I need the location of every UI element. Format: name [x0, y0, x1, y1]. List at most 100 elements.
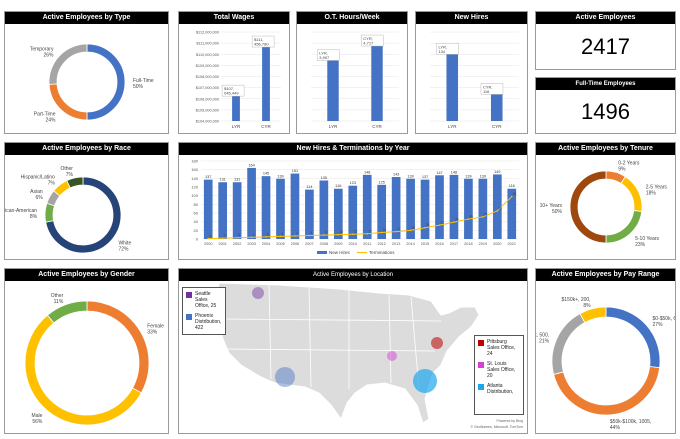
- line-point: [323, 234, 325, 236]
- slice-label-line: White: [118, 240, 131, 246]
- donut-slice: [24, 314, 142, 426]
- slice-label: Hispanic/Latino 7%: [21, 175, 56, 187]
- line-point: [467, 218, 470, 220]
- stlouis-bubble: [387, 351, 397, 361]
- line-point: [337, 233, 340, 236]
- bar: [262, 38, 270, 121]
- panel-title: New Hires & Terminations by Year: [179, 143, 527, 155]
- x-tick-label: 2002: [233, 242, 241, 246]
- panel-employees-by-type: Active Employees by Type Full-Time 50% Par…: [4, 11, 169, 134]
- line-point: [294, 235, 296, 237]
- legend-label: Seattle Sales Office, 25: [195, 291, 217, 309]
- x-tick-label: 2004: [262, 242, 270, 246]
- data-label-line: 4,717: [363, 41, 374, 46]
- x-tick-label: 2021: [508, 242, 516, 246]
- data-label: CYR, 116: [483, 84, 493, 94]
- seattle-bubble: [252, 287, 264, 299]
- tenure-donut-chart: 0-2 Years 9% 2-5 Years 18% 5-10 Years 23% 10+ …: [540, 161, 668, 248]
- slice-label-line: 72%: [118, 246, 129, 252]
- line-data-label: 15: [383, 228, 387, 232]
- bar: [490, 85, 503, 121]
- panel-fulltime-employees: Full-Time Employees 1496: [535, 77, 676, 134]
- slice-label: African-American 8%: [4, 208, 38, 220]
- payrange-donut-chart: $0-$50k, 611, 27% $50k-$100k, 1005, 44% $100…: [536, 297, 676, 431]
- donut-slice: [86, 300, 150, 394]
- data-label: 139: [465, 174, 471, 178]
- data-label: 139: [480, 174, 486, 178]
- slice-label-line: $150k+, 200,: [562, 297, 591, 303]
- x-tick-label: CYR: [372, 124, 382, 129]
- panel-title: Active Employees: [536, 12, 675, 24]
- x-tick-label: 2015: [421, 242, 429, 246]
- legend-swatch: [478, 362, 484, 368]
- line-point: [482, 216, 484, 218]
- x-tick-label: 2009: [334, 242, 342, 246]
- data-label: 135: [321, 176, 327, 180]
- slice-label-line: Male: [32, 413, 43, 419]
- hires-bar-chart: LYR LYR, 134 CYR CYR, 116: [430, 31, 519, 129]
- line-point: [380, 231, 383, 234]
- data-label: 137: [205, 175, 211, 179]
- bar: [362, 174, 372, 239]
- slice-label-line: $0-$50k, 611,: [653, 316, 676, 322]
- donut-slice: [620, 176, 643, 212]
- slice-label-line: African-American: [4, 208, 37, 214]
- line-data-label: 5: [267, 232, 269, 236]
- x-tick-label: 2008: [320, 242, 328, 246]
- panel-employees-by-tenure: Active Employees by Tenure 0-2 Years 9% 2-…: [535, 142, 676, 260]
- x-tick-label: 2014: [406, 242, 414, 246]
- x-tick-label: 2016: [435, 242, 443, 246]
- phoenix-bubble: [275, 367, 295, 387]
- x-tick-label: LYR: [448, 124, 457, 129]
- panel-title: Total Wages: [179, 12, 289, 24]
- y-tick-label: $105,000,000: [196, 108, 219, 112]
- line-data-label: 11: [354, 230, 358, 234]
- y-tick-label: 60: [194, 211, 199, 216]
- donut-slice: [44, 202, 55, 223]
- legend-item: Phoenix Distribution, 422: [186, 313, 222, 331]
- legend-swatch: [478, 384, 484, 390]
- slice-label: Asian 6%: [30, 189, 43, 201]
- legend-label: New Hires: [329, 250, 351, 255]
- y-tick-label: $106,000,000: [196, 97, 219, 101]
- line-data-label: 32: [441, 221, 445, 225]
- line-data-label: 12: [368, 229, 372, 233]
- line-point: [265, 236, 267, 238]
- slice-label-line: 24%: [45, 118, 56, 124]
- y-tick-label: 180: [191, 159, 198, 164]
- line-point: [453, 221, 455, 223]
- y-tick-label: 40: [194, 219, 199, 224]
- line-point: [438, 224, 441, 226]
- terminations-line: [208, 196, 513, 240]
- bar: [406, 178, 415, 239]
- panel-title: Active Employees by Tenure: [536, 143, 675, 155]
- legend-swatch: [186, 292, 192, 298]
- slice-label: 0-2 Years 9%: [618, 161, 640, 173]
- slice-label-line: 5-10 Years: [635, 236, 659, 242]
- legend-label: Terminations: [369, 250, 395, 255]
- slice-label: Temporary 26%: [30, 47, 54, 59]
- slice-label: 5-10 Years 23%: [635, 236, 659, 248]
- legend-label: Atlanta Distribution,: [487, 383, 514, 395]
- data-label-line: CYR,: [483, 84, 493, 89]
- data-label: 131: [234, 178, 240, 182]
- line-data-label: 4: [253, 233, 255, 237]
- bar: [449, 174, 459, 239]
- legend-item: Atlanta Distribution,: [478, 383, 520, 395]
- slice-label: $150k+, 200, 8%: [562, 297, 592, 309]
- slice-label-line: Full-Time: [133, 78, 154, 84]
- bar: [261, 176, 271, 239]
- data-label: 147: [436, 171, 442, 175]
- slice-label-line: 10+ Years: [540, 203, 563, 209]
- data-label-box: [317, 49, 340, 61]
- y-tick-label: $104,000,000: [196, 120, 219, 124]
- bar: [333, 188, 343, 239]
- y-tick-label: 160: [191, 167, 198, 172]
- data-label: LYR, 3,907: [319, 50, 330, 60]
- data-label: 125: [379, 180, 385, 184]
- data-label-box: [251, 35, 275, 48]
- panel-title: Active Employees by Race: [5, 143, 168, 155]
- data-label: 137: [422, 175, 428, 179]
- data-label: 139: [277, 174, 283, 178]
- bar: [276, 178, 285, 239]
